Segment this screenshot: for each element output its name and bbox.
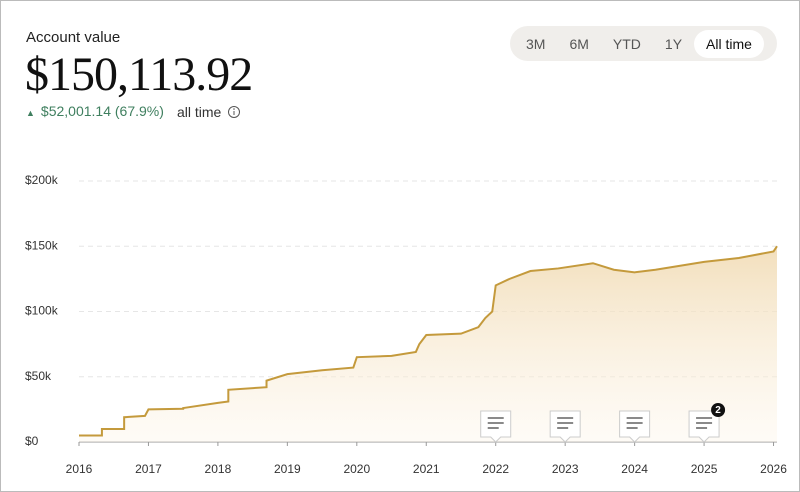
- range-tab[interactable]: 3M: [526, 35, 546, 52]
- event-marker[interactable]: 2: [688, 403, 726, 443]
- x-tick-label: 2020: [343, 462, 370, 476]
- y-tick-label: $100k: [25, 304, 59, 318]
- change-text: $52,001.14 (67.9%): [40, 103, 164, 119]
- x-tick-label: 2023: [552, 462, 579, 476]
- account-value: $150,113.92: [25, 48, 253, 101]
- title: Account value: [26, 29, 121, 46]
- event-marker[interactable]: [480, 410, 512, 443]
- x-tick-label: 2026: [760, 462, 787, 476]
- x-tick-label: 2016: [66, 462, 93, 476]
- event-badge: [711, 403, 726, 417]
- range-tab[interactable]: 1Y: [664, 35, 683, 52]
- x-tick-label: 2017: [135, 462, 162, 476]
- info-icon[interactable]: [227, 105, 241, 119]
- period: all time: [177, 103, 241, 120]
- x-tick-label: 2021: [413, 462, 440, 476]
- x-tick-label: 2024: [621, 462, 648, 476]
- change: ▲ $52,001.14 (67.9%): [26, 103, 164, 119]
- x-tick-label: 2025: [691, 462, 718, 476]
- range-tabs: 3M 6M YTD 1Y All time: [510, 26, 777, 61]
- period-text: all time: [177, 104, 222, 120]
- event-marker[interactable]: [549, 410, 581, 443]
- x-tick-label: 2022: [482, 462, 509, 476]
- event-badge-count: 2: [715, 405, 721, 416]
- range-tab[interactable]: YTD: [612, 35, 641, 52]
- range-tab[interactable]: 6M: [569, 35, 589, 52]
- range-tab[interactable]: All time: [694, 29, 764, 58]
- event-bubble: [619, 410, 651, 443]
- x-tick-label: 2018: [205, 462, 232, 476]
- y-tick-label: $0: [25, 434, 39, 448]
- event-bubble: [549, 410, 581, 443]
- y-tick-label: $200k: [25, 173, 59, 187]
- line: [79, 245, 778, 437]
- event-marker[interactable]: [619, 410, 651, 443]
- area: [79, 246, 777, 442]
- y-tick-label: $150k: [25, 238, 59, 252]
- event-bubble: [480, 410, 512, 443]
- y-tick-label: $50k: [25, 369, 52, 383]
- x-tick-label: 2019: [274, 462, 301, 476]
